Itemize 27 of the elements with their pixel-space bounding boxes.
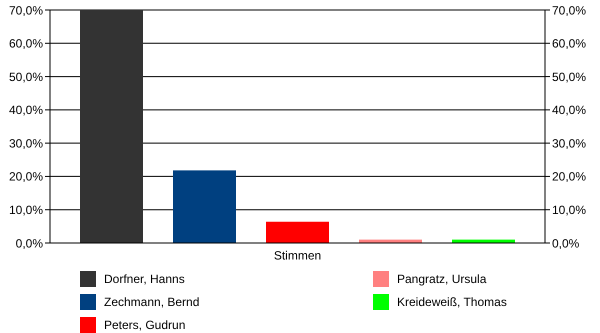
text: 40,0%: [552, 103, 586, 118]
legend-label: Pangratz, Ursula: [397, 272, 486, 286]
y-tick-label: 10,0%: [8, 202, 44, 217]
x-tick-label: Stimmen: [274, 248, 322, 263]
bar: [452, 240, 515, 243]
legend-label: Peters, Gudrun: [104, 318, 186, 332]
y-tick-label: 60,0%: [8, 36, 44, 51]
text: 50,0%: [552, 70, 586, 84]
text: 60,0%: [552, 36, 586, 51]
bar: [359, 240, 422, 243]
text: 70,0%: [552, 3, 586, 18]
bar: [266, 222, 329, 243]
legend-label: Dorfner, Hanns: [104, 272, 185, 286]
y-tick-label: 50,0%: [8, 70, 44, 84]
text: 20,0%: [552, 170, 586, 184]
text: 30,0%: [552, 136, 586, 150]
y-tick-label: 0,0%: [16, 236, 44, 250]
y-tick-label: 30,0%: [8, 136, 44, 150]
y-tick-label: 40,0%: [8, 103, 44, 118]
legend-label: Zechmann, Bernd: [104, 295, 200, 309]
legend-label: Kreideweiß, Thomas: [397, 295, 507, 309]
text: 0,0%: [552, 236, 580, 250]
bar: [80, 10, 143, 243]
y-tick-label: 20,0%: [8, 170, 44, 184]
y-tick-label: 70,0%: [8, 3, 44, 18]
bar: [173, 170, 236, 243]
text: 10,0%: [552, 202, 586, 217]
